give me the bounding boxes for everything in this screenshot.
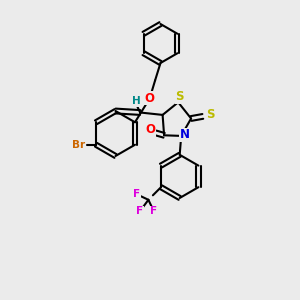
Text: N: N <box>180 128 190 142</box>
Text: S: S <box>176 90 184 104</box>
Text: Br: Br <box>72 140 86 150</box>
Text: S: S <box>206 108 214 121</box>
Text: F: F <box>136 206 144 216</box>
Text: F: F <box>150 206 158 216</box>
Text: O: O <box>145 123 155 136</box>
Text: H: H <box>132 96 141 106</box>
Text: F: F <box>134 189 141 200</box>
Text: O: O <box>145 92 155 105</box>
